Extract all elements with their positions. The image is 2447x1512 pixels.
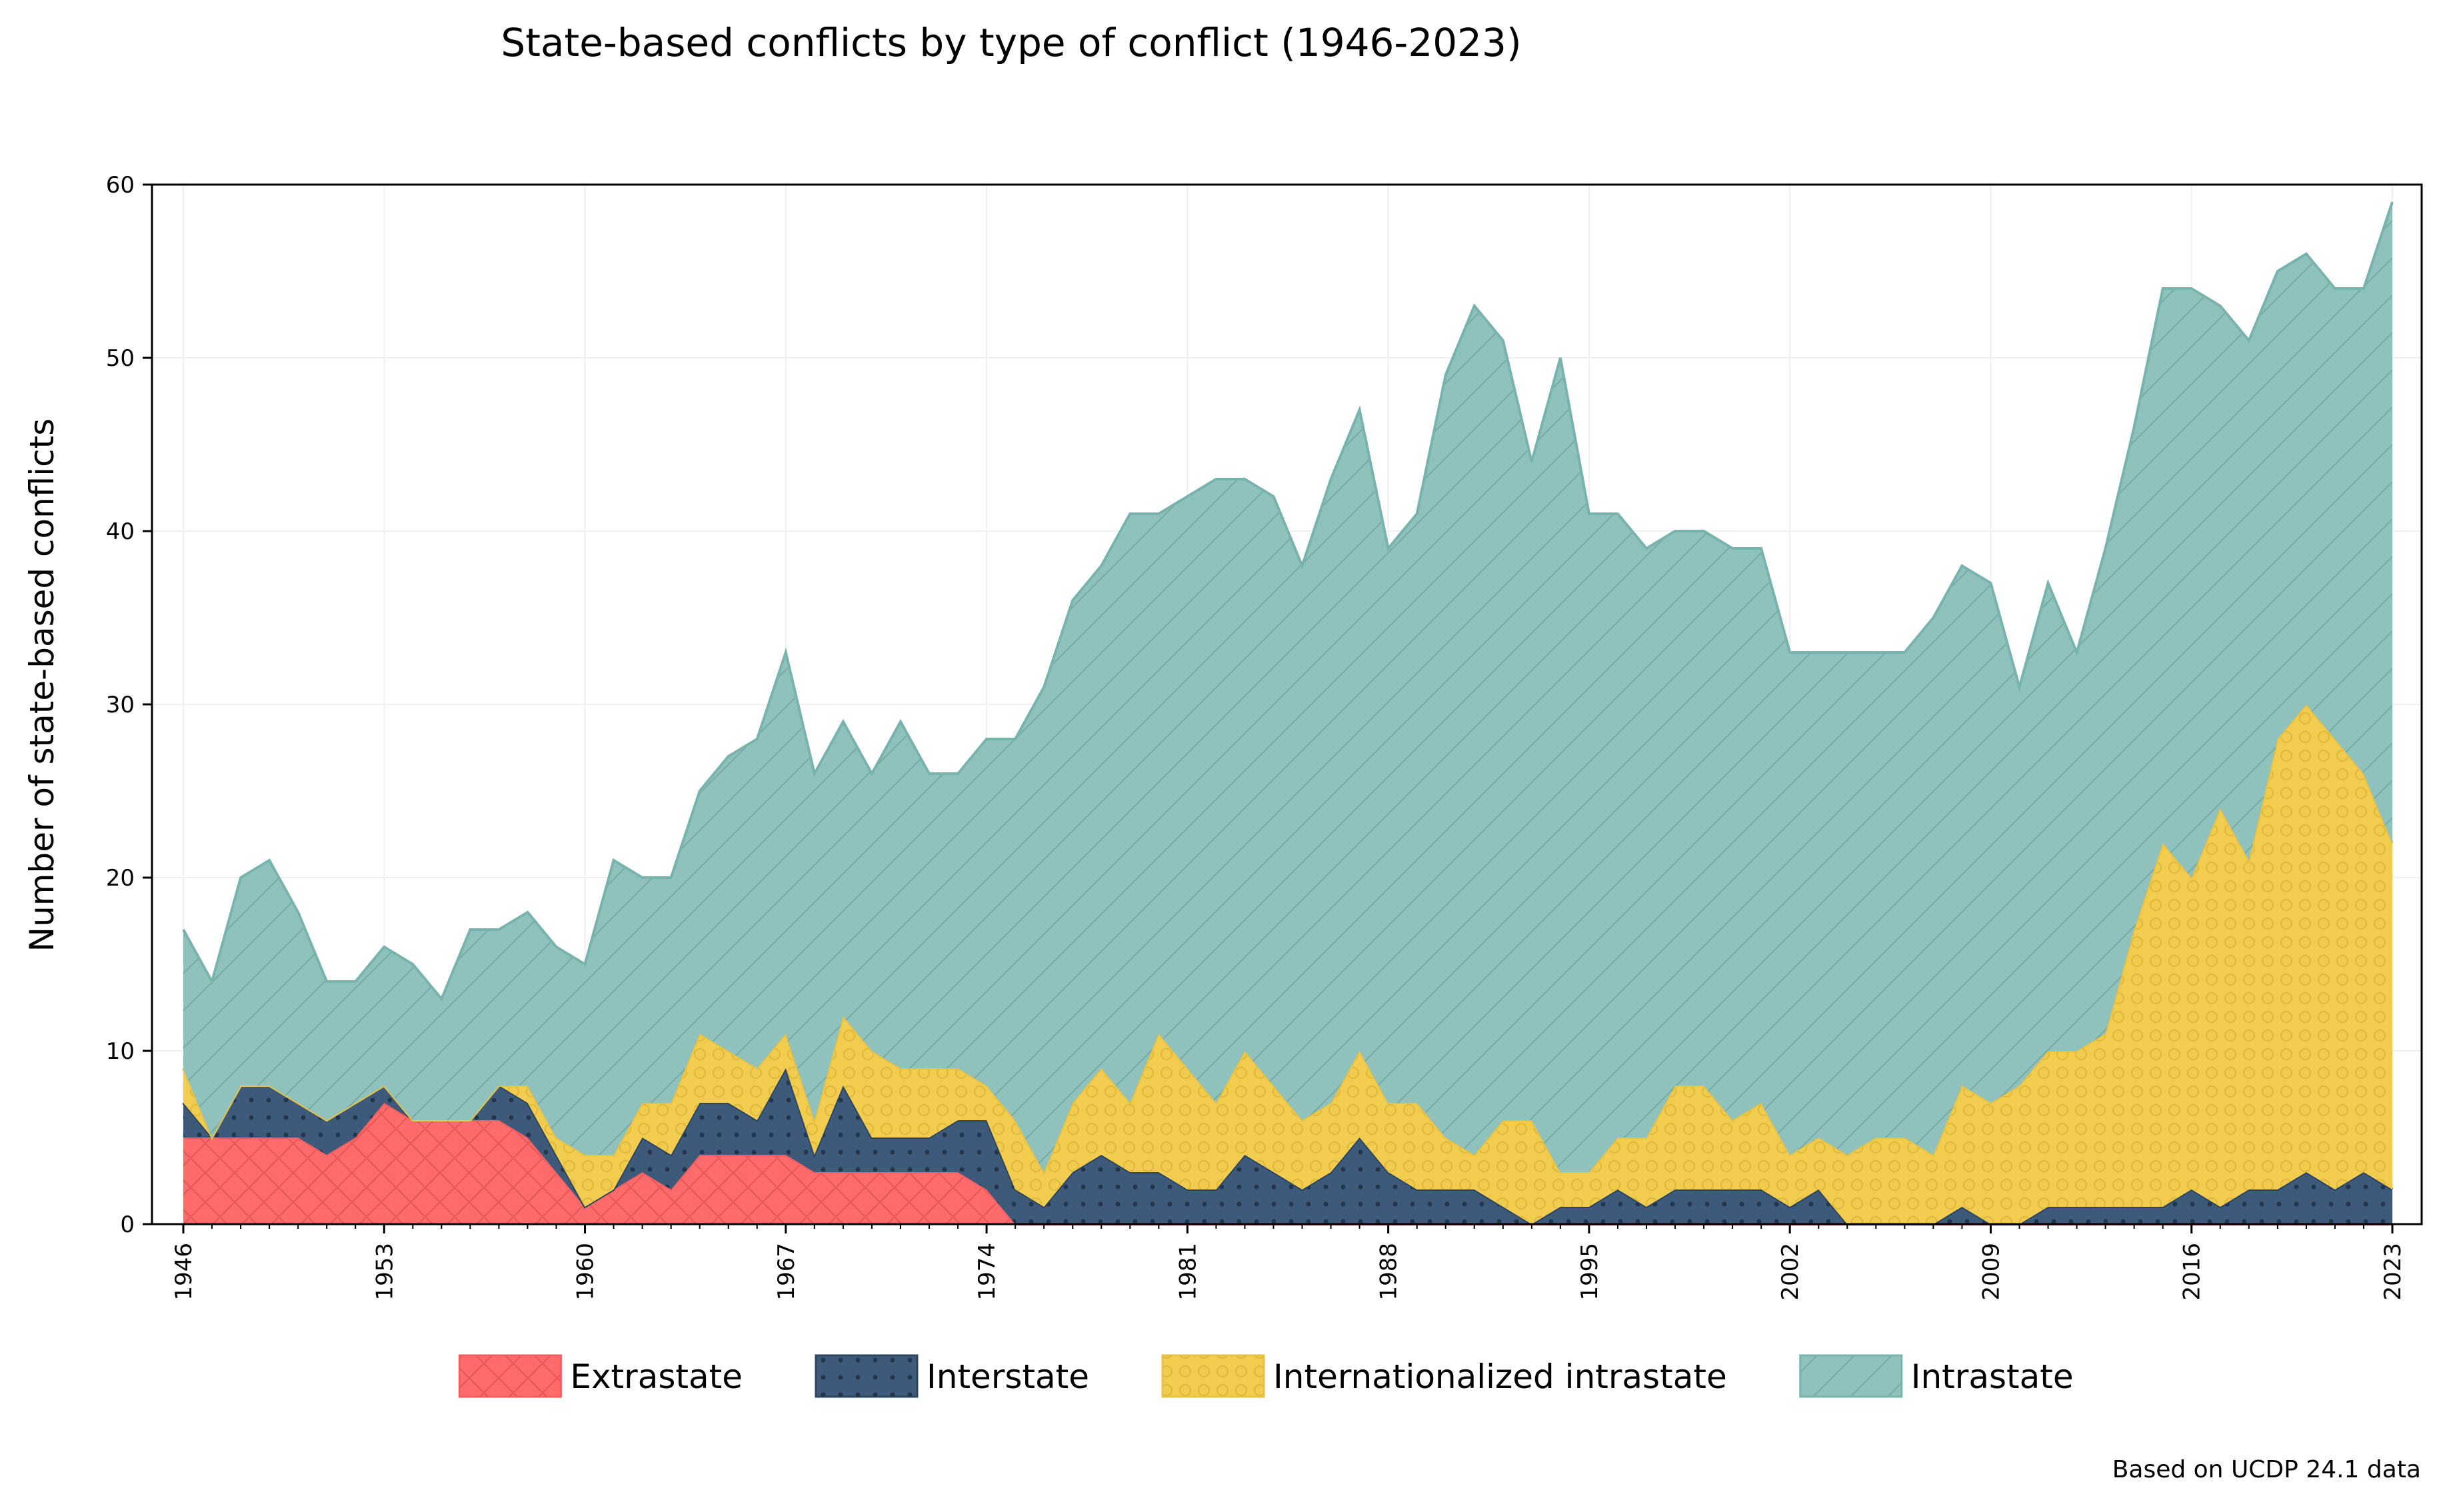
legend-label: Extrastate (570, 1357, 743, 1396)
legend-swatch-pattern (816, 1355, 918, 1397)
legend-item-intrastate: Intrastate (1799, 1354, 2074, 1398)
area-edge-intrastate (182, 201, 2394, 1002)
source-note: Based on UCDP 24.1 data (2112, 1456, 2421, 1483)
y-tick-label: 0 (120, 1211, 135, 1238)
y-tick-label: 40 (106, 518, 135, 545)
y-tick-label: 30 (106, 692, 135, 718)
chart-title: State-based conflicts by type of conflic… (501, 20, 1521, 65)
y-tick-label: 20 (106, 865, 135, 892)
y-axis-label: Number of state-based conflicts (23, 418, 61, 952)
x-tick-label: 1953 (371, 1243, 398, 1301)
x-tick-label: 1988 (1376, 1243, 1402, 1301)
series-intrastate (182, 201, 2394, 1172)
legend-item-interstate: Interstate (815, 1354, 1089, 1398)
legend-item-internationalized-intrastate: Internationalized intrastate (1161, 1354, 1727, 1398)
x-tick-label: 2009 (1978, 1243, 2004, 1301)
x-tick-label: 2002 (1777, 1243, 1804, 1301)
x-tick-label: 1960 (573, 1243, 599, 1301)
x-tick-label: 2016 (2179, 1243, 2206, 1301)
x-tick-label: 1946 (171, 1243, 197, 1301)
legend-label: Interstate (927, 1357, 1089, 1396)
x-tick-label: 1995 (1576, 1243, 1603, 1301)
legend-label: Intrastate (1911, 1357, 2074, 1396)
legend-swatch-pattern (1800, 1355, 1902, 1397)
y-tick-label: 50 (106, 345, 135, 372)
legend-item-extrastate: Extrastate (458, 1354, 743, 1398)
x-tick-label: 2023 (2380, 1243, 2406, 1301)
x-tick-label: 1981 (1175, 1243, 1201, 1301)
legend-label: Internationalized intrastate (1273, 1357, 1727, 1396)
area-pattern-internationalized-intrastate (183, 704, 2392, 1224)
legend: Extrastate Interstate Internationalized in… (458, 1354, 2074, 1398)
area-pattern-extrastate (183, 1103, 2392, 1224)
y-tick-label: 10 (106, 1038, 135, 1065)
x-tick-label: 1974 (974, 1243, 1001, 1301)
y-tick-label: 60 (106, 172, 135, 199)
stacked-areas (182, 201, 2394, 1226)
area-pattern-interstate (183, 1068, 2392, 1224)
axes: 0 10 20 30 40 50 60 1946 1953 1960 1967 1974 1981 198… (106, 172, 2423, 1301)
legend-swatch-pattern (459, 1355, 561, 1397)
area-pattern-intrastate (183, 202, 2392, 1172)
legend-swatch-pattern (1163, 1355, 1264, 1397)
x-tick-label: 1967 (773, 1243, 800, 1301)
